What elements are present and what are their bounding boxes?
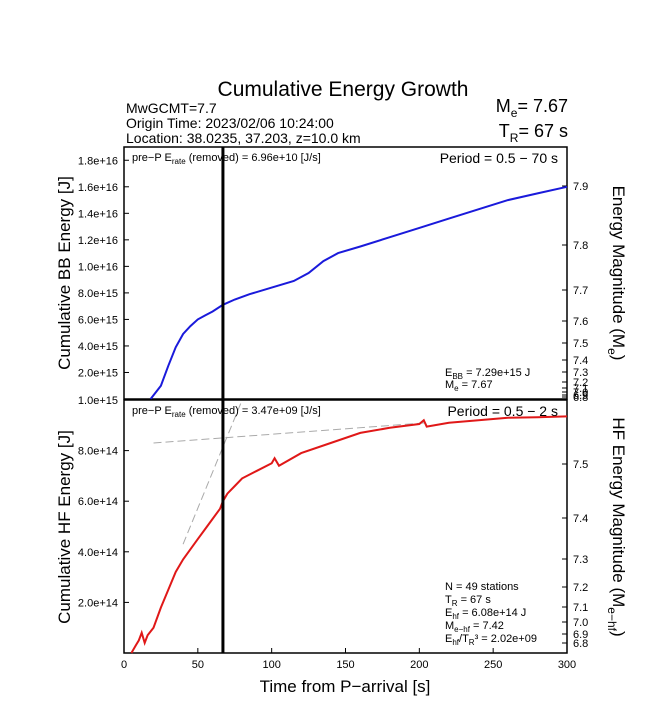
bb-right-tick-label: 7.0 — [573, 387, 588, 399]
bb-plot-frame — [123, 146, 568, 400]
bb-y-tick-label: 1.4e+16 — [78, 208, 118, 220]
info-line-1: MwGCMT=7.7 — [126, 100, 217, 116]
x-tick-label: 0 — [121, 659, 127, 671]
bb-y-tick-label: 8.0e+15 — [78, 288, 118, 300]
bb-right-tick-label: 7.1 — [573, 383, 588, 395]
bb-right-tick-label: 7.4 — [573, 355, 588, 367]
x-tick-label: 250 — [484, 659, 502, 671]
bb-period-label: Period = 0.5 − 70 s — [440, 150, 558, 166]
hf-right-tick-label: 7.1 — [573, 602, 588, 614]
bb-y-tick-label: 1.2e+16 — [78, 235, 118, 247]
figure-title: Cumulative Energy Growth — [218, 78, 469, 101]
bb-energy-panel: 2.0e+15 4.0e+15 6.0e+15 8.0e+15 1.0e+16 1.2e+… — [55, 146, 628, 404]
bb-y-tick-label: 6.0e+15 — [78, 314, 118, 326]
hf-guide-line — [153, 422, 427, 444]
hf-y-tick-label: 4.0e+14 — [78, 547, 118, 559]
hf-y-tick-label: 1.0e+15 — [78, 395, 118, 407]
hf-right-tick-label: 7.0 — [573, 617, 588, 629]
hf-energy-panel: 2.0e+14 4.0e+14 6.0e+14 8.0e+14 1.0e+15 7.5 7… — [55, 395, 628, 696]
hf-note-tr: TR = 67 s — [445, 594, 491, 608]
hf-y-tick-label: 6.0e+14 — [78, 496, 118, 508]
info-line-2: Origin Time: 2023/02/06 10:24:00 — [126, 115, 334, 131]
bb-y-tick-label: 2.0e+15 — [78, 367, 118, 379]
x-tick-label: 100 — [262, 659, 280, 671]
bb-y-tick-label: 1.6e+16 — [78, 182, 118, 194]
x-tick-label: 300 — [558, 659, 576, 671]
bb-y-tick-label: 1.0e+16 — [78, 261, 118, 273]
hf-note-stations: N = 49 stations — [445, 581, 519, 593]
hf-period-label: Period = 0.5 − 2 s — [447, 403, 558, 419]
hf-energy-series-line — [130, 415, 568, 654]
bb-note-ebb: EBB = 7.29e+15 J — [445, 367, 530, 381]
x-tick-label: 150 — [336, 659, 354, 671]
bb-y-tick-label: 4.0e+15 — [78, 341, 118, 353]
bb-right-tick-label: 7.3 — [573, 367, 588, 379]
hf-guide-line — [182, 399, 243, 545]
hf-right-tick-label: 7.3 — [573, 554, 588, 566]
hf-right-tick-label: 7.4 — [573, 513, 588, 525]
hf-y-axis-label: Cumulative HF Energy [J] — [55, 430, 74, 624]
x-tick-label: 50 — [192, 659, 204, 671]
bb-right-tick-label: 6.8 — [573, 392, 588, 404]
bb-note-me: Me = 7.67 — [445, 379, 493, 393]
hf-y-tick-label: 2.0e+14 — [78, 597, 118, 609]
hf-right-axis-label: HF Energy Magnitude (Me−hf) — [605, 417, 628, 636]
info-line-3: Location: 38.0235, 37.203, z=10.0 km — [126, 130, 361, 146]
hf-right-tick-label: 6.9 — [573, 629, 588, 641]
bb-y-tick-label: 1.8e+16 — [78, 155, 118, 167]
bb-right-tick-label: 7.8 — [573, 240, 588, 252]
bb-right-tick-label: 7.5 — [573, 338, 588, 350]
hf-note-ratio: Ehf/TR³ = 2.02e+09 — [445, 633, 537, 647]
hf-right-tick-label: 7.2 — [573, 582, 588, 594]
hf-right-tick-label: 6.8 — [573, 638, 588, 650]
bb-right-tick-label: 7.9 — [573, 181, 588, 193]
bb-right-tick-label: 7.7 — [573, 285, 588, 297]
bb-right-axis-label: Energy Magnitude (Me) — [605, 186, 628, 361]
hf-note-mehf: Me−hf = 7.42 — [445, 620, 504, 634]
me-label: Me= 7.67 — [496, 96, 568, 120]
hf-note-ehf: Ehf = 6.08e+14 J — [445, 607, 526, 621]
bb-right-tick-label: 6.9 — [573, 390, 588, 402]
bb-right-tick-label: 7.6 — [573, 316, 588, 328]
hf-y-tick-label: 8.0e+14 — [78, 446, 118, 458]
bb-right-tick-label: 7.2 — [573, 377, 588, 389]
bb-energy-series-line — [149, 185, 568, 400]
bb-y-axis-label: Cumulative BB Energy [J] — [55, 176, 74, 370]
x-tick-label: 200 — [410, 659, 428, 671]
bb-prep-text: pre−P Erate (removed) = 6.96e+10 [J/s] — [132, 152, 321, 166]
x-axis-label: Time from P−arrival [s] — [260, 677, 431, 696]
hf-right-tick-label: 7.5 — [573, 459, 588, 471]
hf-prep-text: pre−P Erate (removed) = 3.47e+09 [J/s] — [132, 405, 321, 419]
tr-label: TR= 67 s — [499, 121, 568, 145]
